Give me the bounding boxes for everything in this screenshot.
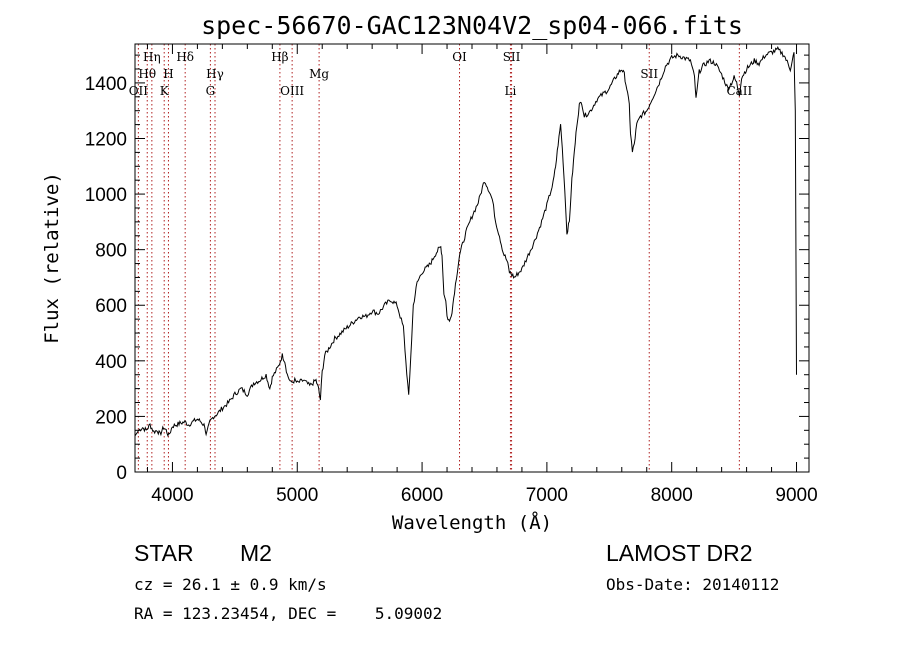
spectrum-line [134,45,797,438]
spectral-line-label: K [160,84,170,98]
redshift-velocity: cz = 26.1 ± 0.9 km/s [134,575,327,594]
y-axis-label: Flux (relative) [41,172,63,344]
y-tick-label: 1200 [85,129,127,150]
y-tick-label: 200 [95,407,127,428]
x-tick-label: 7000 [526,485,568,506]
y-tick-label: 1400 [85,74,127,95]
spectral-line-label: OII [129,84,149,98]
spectral-line-label: Hβ [271,50,288,64]
y-tick-label: 1000 [85,185,127,206]
spectral-line-label: OI [452,50,467,64]
x-tick-label: 5000 [276,485,318,506]
spectral-line-label: SII [640,67,658,81]
spectral-line-label: G [206,84,216,98]
spectral-line-label: Hδ [176,50,194,64]
x-axis-ticks: 4000 5000 6000 7000 8000 9000 [146,44,818,506]
plot-frame [134,43,810,473]
x-tick-label: 9000 [775,485,817,506]
x-axis-label: Wavelength (Å) [392,511,552,534]
spectral-line-label: OIII [280,84,304,98]
observation-date: Obs-Date: 20140112 [606,575,779,594]
chart-title: spec-56670-GAC123N04V2_sp04-066.fits [201,11,743,40]
ra-dec-coordinates: RA = 123.23454, DEC = 5.09002 [134,604,442,623]
spectral-line-label: CaII [726,84,752,98]
spectral-line-label: Hθ [138,67,156,81]
spectral-line-label: H [163,67,173,81]
x-tick-label: 8000 [651,485,693,506]
spectral-line-label: Hγ [206,67,224,81]
survey-name: LAMOST DR2 [606,540,753,566]
spectral-line-label: Li [505,84,517,98]
y-tick-label: 400 [95,352,127,373]
x-tick-label: 6000 [401,485,443,506]
x-tick-label: 4000 [151,485,193,506]
y-axis-ticks: 0 200 400 600 800 1000 1200 1400 [85,54,809,484]
object-subclass: M2 [240,540,272,566]
y-tick-label: 600 [95,296,127,317]
spectrum-series [134,45,797,438]
spectral-line-label: SII [503,50,521,64]
spectral-line-label: Mg [309,67,329,81]
y-tick-label: 800 [95,241,127,262]
spectral-line-label: Hη [143,50,161,64]
object-class: STAR [134,540,194,566]
y-tick-label: 0 [116,463,127,484]
